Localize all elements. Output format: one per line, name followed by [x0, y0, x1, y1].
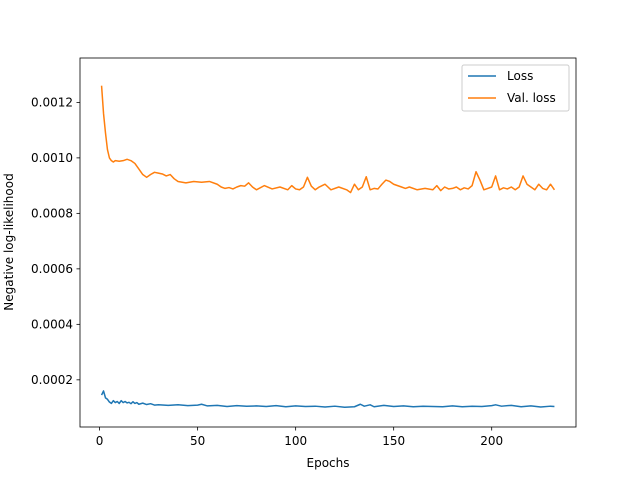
y-tick-label: 0.0012 — [31, 95, 73, 109]
y-tick-label: 0.0004 — [31, 317, 73, 331]
y-tick-label: 0.0010 — [31, 151, 73, 165]
x-tick-label: 200 — [480, 434, 503, 448]
y-tick-label: 0.0008 — [31, 206, 73, 220]
legend: Loss Val. loss — [461, 64, 570, 112]
x-tick-label: 150 — [382, 434, 405, 448]
legend-label: Loss — [507, 69, 533, 83]
x-tick-label: 100 — [284, 434, 307, 448]
series-line-1 — [100, 390, 555, 409]
series-line-2 — [100, 85, 556, 194]
x-tick-label: 50 — [190, 434, 205, 448]
x-axis-label: Epochs — [307, 456, 350, 470]
x-tick-label: 0 — [96, 434, 104, 448]
axes-frame — [79, 57, 577, 428]
x-axis-ticks: 0 50 100 150 200 — [96, 427, 503, 448]
y-axis-ticks: 0.0002 0.0004 0.0006 0.0008 0.0010 0.0012 — [31, 95, 80, 387]
y-tick-label: 0.0006 — [31, 262, 73, 276]
series-layer — [100, 85, 556, 409]
y-tick-label: 0.0002 — [31, 373, 73, 387]
y-axis-label: Negative log-likelihood — [2, 173, 16, 310]
legend-label: Val. loss — [507, 91, 556, 105]
